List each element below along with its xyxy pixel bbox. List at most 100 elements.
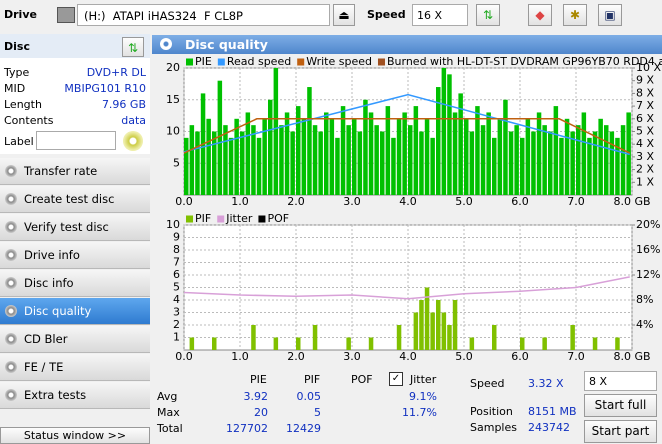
speed-select[interactable]: 8 X bbox=[584, 371, 657, 391]
bar bbox=[419, 131, 424, 195]
bar bbox=[497, 118, 503, 195]
y2-tick-label: 20% bbox=[636, 218, 660, 231]
bar bbox=[301, 118, 307, 195]
erase-button[interactable]: ◆ bbox=[528, 4, 552, 26]
bar bbox=[587, 137, 592, 195]
x-tick-label: 4.0 bbox=[399, 195, 417, 208]
bar bbox=[486, 112, 491, 195]
jitter-checkbox[interactable]: ✓ bbox=[389, 372, 403, 386]
bar bbox=[189, 337, 195, 350]
bar bbox=[228, 137, 234, 195]
menu-icon bbox=[5, 361, 17, 373]
y-tick-label: 5 bbox=[173, 156, 180, 169]
bar bbox=[430, 312, 435, 350]
bar bbox=[520, 337, 525, 350]
legend-label: PIF bbox=[195, 212, 211, 225]
bar bbox=[525, 118, 531, 195]
speed-select[interactable]: 16 X bbox=[412, 4, 468, 26]
y2-tick-label: 5 X bbox=[636, 125, 654, 138]
bar bbox=[452, 300, 458, 350]
bar bbox=[217, 80, 223, 195]
y-tick-label: 3 bbox=[173, 306, 180, 319]
bar bbox=[548, 131, 553, 195]
bar bbox=[251, 325, 256, 350]
stat-value: 12429 bbox=[286, 422, 321, 435]
menu-icon bbox=[5, 389, 17, 401]
bar bbox=[396, 325, 402, 350]
info-value: 7.96 GB bbox=[101, 98, 146, 111]
bar bbox=[251, 125, 256, 195]
bar bbox=[206, 118, 211, 195]
menu-item[interactable]: Create test disc bbox=[0, 186, 150, 213]
x-tick-label: 5.0 bbox=[455, 195, 473, 208]
legend-label: Jitter bbox=[225, 212, 253, 225]
bar bbox=[368, 112, 374, 195]
menu-item[interactable]: Verify test disc bbox=[0, 214, 150, 241]
y2-tick-label: 2 X bbox=[636, 163, 654, 176]
legend-swatch bbox=[186, 58, 193, 66]
bar bbox=[374, 125, 379, 195]
stat-header: Jitter bbox=[410, 373, 437, 386]
status-window[interactable]: Status window >> bbox=[0, 427, 150, 444]
menu-item[interactable]: Drive info bbox=[0, 242, 150, 269]
bar bbox=[604, 125, 609, 195]
menu-item[interactable]: Extra tests bbox=[0, 382, 150, 409]
bar bbox=[380, 131, 385, 195]
bar bbox=[503, 99, 508, 195]
disc-refresh[interactable]: ⇅ bbox=[122, 37, 144, 57]
x-tick-label: 8.0 GB bbox=[613, 195, 650, 208]
x-tick-label: 0.0 bbox=[175, 350, 193, 363]
bar bbox=[279, 125, 284, 195]
stat-header: PIE bbox=[250, 373, 267, 386]
menu-icon bbox=[5, 333, 17, 345]
eject-button[interactable]: ⏏ bbox=[333, 4, 355, 26]
y2-tick-label: 8 X bbox=[636, 86, 654, 99]
label-icon[interactable] bbox=[123, 131, 143, 151]
menu-item[interactable]: FE / TE bbox=[0, 354, 150, 381]
bar bbox=[408, 125, 413, 195]
bar bbox=[542, 337, 547, 350]
start-full[interactable]: Start full bbox=[584, 394, 657, 417]
y2-tick-label: 6 X bbox=[636, 112, 654, 125]
y2-tick-label: 10 X bbox=[636, 61, 661, 74]
bar bbox=[273, 68, 279, 195]
info-label: Contents bbox=[4, 114, 54, 127]
legend-label: PIE bbox=[195, 56, 212, 68]
menu-item[interactable]: Disc info bbox=[0, 270, 150, 297]
start-part[interactable]: Start part bbox=[584, 420, 657, 443]
bar bbox=[363, 99, 368, 195]
x-tick-label: 8.0 GB bbox=[613, 350, 650, 363]
y2-tick-label: 8% bbox=[636, 293, 653, 306]
label-input[interactable] bbox=[36, 131, 116, 150]
settings-button[interactable]: ✱ bbox=[563, 4, 587, 26]
menu-item[interactable]: CD Bler bbox=[0, 326, 150, 353]
panel-title: Disc quality bbox=[152, 35, 662, 54]
bar bbox=[234, 118, 239, 195]
menu-item[interactable]: Disc quality bbox=[0, 298, 150, 325]
bar bbox=[592, 131, 598, 195]
stat-value: 11.7% bbox=[402, 406, 437, 419]
stat-label: Max bbox=[157, 406, 180, 419]
bar bbox=[368, 337, 374, 350]
y2-tick-label: 9 X bbox=[636, 74, 654, 87]
bar bbox=[240, 131, 245, 195]
bar bbox=[402, 112, 407, 195]
stat-header: PIF bbox=[304, 373, 321, 386]
bar bbox=[357, 131, 363, 195]
bar bbox=[514, 125, 519, 195]
legend-swatch bbox=[297, 58, 305, 66]
bar bbox=[262, 118, 267, 195]
bar bbox=[324, 112, 329, 195]
bar bbox=[296, 106, 301, 195]
stat-header: POF bbox=[351, 373, 373, 386]
save-button[interactable]: ▣ bbox=[598, 4, 622, 26]
drive-select[interactable]: (H:) ATAPI iHAS324 F CL8P bbox=[77, 4, 330, 26]
bar bbox=[424, 118, 430, 195]
bar bbox=[413, 312, 419, 350]
line bbox=[183, 93, 630, 156]
refresh-button[interactable]: ⇅ bbox=[476, 4, 500, 26]
menu-item[interactable]: Transfer rate bbox=[0, 158, 150, 185]
speed-value: 3.32 X bbox=[528, 377, 564, 390]
